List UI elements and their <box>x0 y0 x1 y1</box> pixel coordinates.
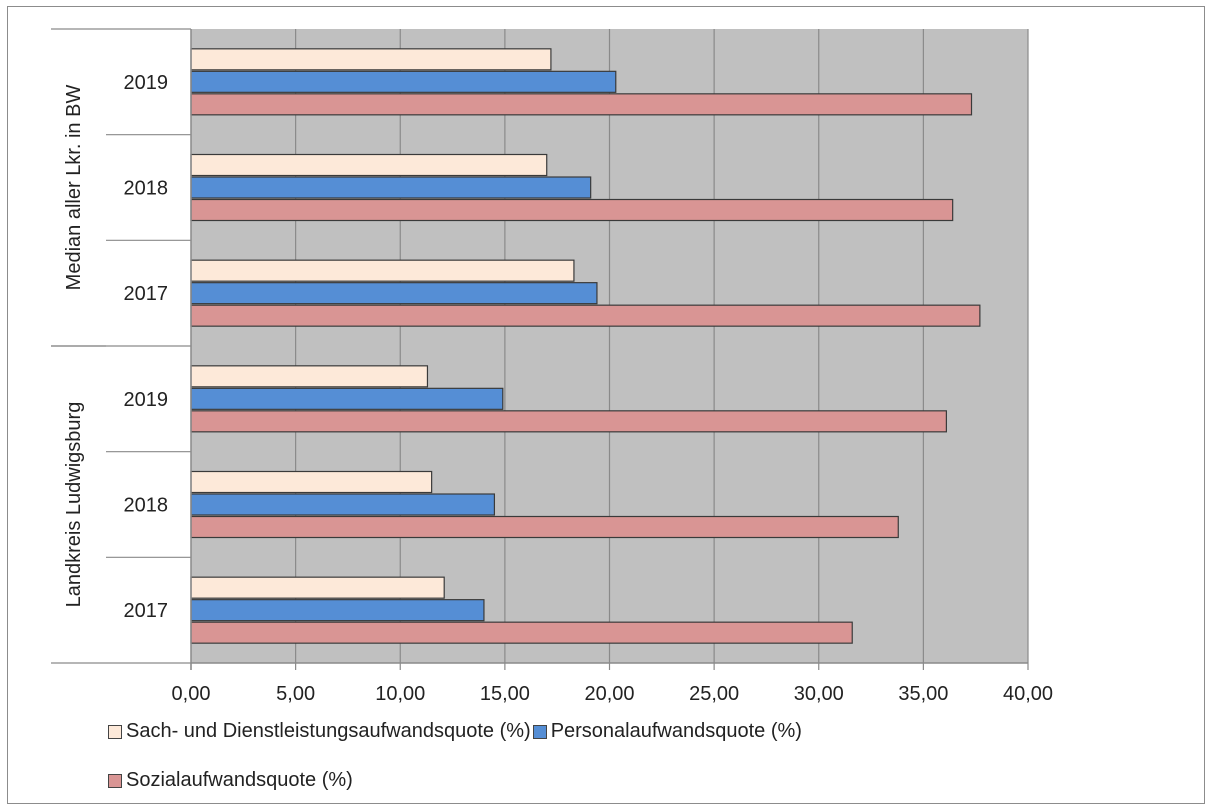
bar <box>190 387 504 410</box>
legend-item-personal: Personalaufwandsquote (%) <box>532 720 802 743</box>
bar <box>190 493 496 516</box>
legend-row-2: Sozialaufwandsquote (%) <box>108 769 355 792</box>
category-label: 2018 <box>124 178 169 200</box>
x-tick-label: 5,00 <box>276 683 315 705</box>
category-label: 2019 <box>124 72 169 94</box>
bar <box>190 259 575 282</box>
bar <box>190 410 947 433</box>
category-label: 2018 <box>124 495 169 517</box>
x-tick-label: 15,00 <box>480 683 530 705</box>
bar <box>190 93 973 116</box>
legend-item-sach: Sach- und Dienstleistungsaufwandsquote (… <box>108 720 531 743</box>
bar <box>190 70 617 93</box>
bar <box>190 176 592 199</box>
category-label: 2017 <box>124 600 169 622</box>
legend-label-personal: Personalaufwandsquote (%) <box>550 720 802 742</box>
group-label: Landkreis Ludwigsburg <box>63 402 85 608</box>
category-label: 2019 <box>124 389 169 411</box>
x-tick-label: 40,00 <box>1003 683 1053 705</box>
bar <box>190 621 853 644</box>
legend-swatch-personal <box>532 724 547 739</box>
bar <box>190 282 598 305</box>
legend-label-sozial: Sozialaufwandsquote (%) <box>126 769 353 791</box>
x-tick-label: 0,00 <box>172 683 211 705</box>
legend-swatch-sach <box>108 724 122 739</box>
x-tick-label: 20,00 <box>584 683 634 705</box>
bar <box>190 470 433 494</box>
group-label: Median aller Lkr. in BW <box>63 85 85 291</box>
bar-chart: 0,00 5,00 10,00 15,00 20,00 25,00 30,00 35,00 40… <box>51 28 1053 705</box>
legend-swatch-sozial <box>108 773 122 788</box>
bar <box>190 198 954 222</box>
x-tick-label: 10,00 <box>375 683 425 705</box>
bar <box>190 515 899 539</box>
bar <box>190 599 485 622</box>
bar <box>190 576 445 599</box>
bar <box>190 304 981 327</box>
legend-item-sozial: Sozialaufwandsquote (%) <box>108 769 353 792</box>
x-tick-label: 35,00 <box>898 683 948 705</box>
bar <box>190 48 552 71</box>
bar <box>190 153 548 177</box>
chart-frame: 0,00 5,00 10,00 15,00 20,00 25,00 30,00 35,00 40… <box>7 6 1205 804</box>
x-tick-label: 30,00 <box>794 683 844 705</box>
bar <box>190 365 429 388</box>
x-tick-label: 25,00 <box>689 683 739 705</box>
legend-label-sach: Sach- und Dienstleistungsaufwandsquote (… <box>126 720 531 742</box>
category-label: 2017 <box>124 283 169 305</box>
legend-row-1: Sach- und Dienstleistungsaufwandsquote (… <box>108 720 804 743</box>
